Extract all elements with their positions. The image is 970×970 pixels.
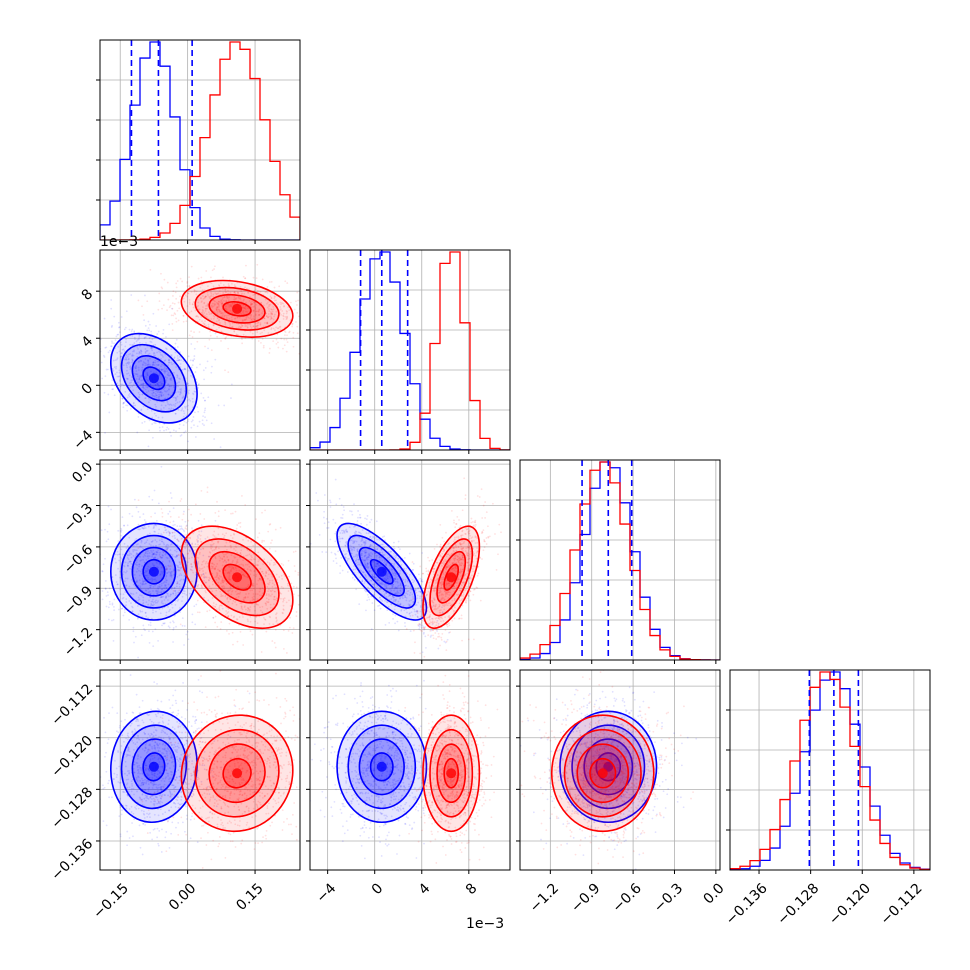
histogram-series-1 xyxy=(730,671,930,870)
x-tick-label: −0.112 xyxy=(878,880,926,928)
scatter-points-series-1 xyxy=(137,263,300,374)
x-tick-label: −0.15 xyxy=(90,880,132,922)
density-peak-series-0 xyxy=(148,373,159,384)
y-tick-label: −0.112 xyxy=(48,681,96,729)
x-tick-label: 0.15 xyxy=(233,880,266,913)
grid-lines xyxy=(310,670,510,870)
tick-marks xyxy=(306,289,470,454)
y-tick-label: −0.6 xyxy=(61,542,96,577)
panel-frame xyxy=(309,669,511,871)
panel-frame xyxy=(99,249,301,451)
panel-frame xyxy=(519,459,721,661)
grid-lines xyxy=(100,460,300,660)
x-tick-label: 0.00 xyxy=(166,880,199,913)
x-tick-label: −0.3 xyxy=(651,880,686,915)
x-tick-label: −0.136 xyxy=(723,880,771,928)
y-tick-label: 4 xyxy=(79,333,97,351)
density-peak-series-0 xyxy=(148,761,159,772)
panel-frame xyxy=(99,669,301,871)
grid-lines xyxy=(100,670,300,870)
y-tick-label: 0.0 xyxy=(69,459,96,486)
scatter-points-series-1 xyxy=(137,486,300,654)
x-tick-label: 0.0 xyxy=(701,880,728,907)
tick-marks xyxy=(726,709,915,874)
scatter-points-series-0 xyxy=(100,674,251,856)
y-tick-label: −0.9 xyxy=(61,583,96,618)
histogram-series-1 xyxy=(520,461,720,660)
panel-frame xyxy=(309,249,511,451)
grid-lines xyxy=(730,670,930,870)
x-tick-label: −0.6 xyxy=(609,880,644,915)
tick-marks xyxy=(96,463,256,664)
panel-frame xyxy=(309,459,511,661)
density-peak-series-0 xyxy=(148,566,159,577)
density-peak-series-0 xyxy=(376,566,387,577)
tick-marks xyxy=(306,463,470,664)
scatter-points-series-1 xyxy=(139,670,300,869)
tick-marks xyxy=(306,685,470,874)
x-offset-label: 1e−3 xyxy=(466,916,504,932)
scatter-points-series-0 xyxy=(100,465,238,659)
density-peak-series-1 xyxy=(232,572,243,583)
x-tick-label: −0.9 xyxy=(568,880,603,915)
density-peak-series-1 xyxy=(446,572,457,583)
y-offset-label: 1e−3 xyxy=(100,234,138,250)
x-tick-label: 4 xyxy=(416,880,434,898)
tick-marks xyxy=(96,290,256,454)
density-peak-series-0 xyxy=(376,761,387,772)
grid-lines xyxy=(520,670,720,870)
panel-frame xyxy=(99,459,301,661)
density-peak-series-1 xyxy=(597,768,608,779)
scatter-points-series-1 xyxy=(520,670,694,865)
tick-marks xyxy=(96,685,256,874)
y-tick-label: −0.3 xyxy=(61,500,96,535)
x-tick-label: −1.2 xyxy=(527,880,562,915)
grid-lines xyxy=(310,460,510,660)
y-tick-label: 0 xyxy=(79,380,97,398)
panel-frame xyxy=(729,669,931,871)
x-tick-label: −0.120 xyxy=(826,880,874,928)
density-peak-series-1 xyxy=(446,768,457,779)
x-tick-label: −0.128 xyxy=(774,880,822,928)
histogram-series-1 xyxy=(310,251,510,450)
histogram-series-0 xyxy=(730,671,930,870)
y-tick-label: −1.2 xyxy=(61,625,96,660)
y-tick-label: −0.120 xyxy=(48,733,96,781)
y-tick-label: −0.128 xyxy=(48,784,96,832)
panel-frame xyxy=(99,39,301,241)
x-tick-label: 0 xyxy=(369,880,387,898)
x-tick-label: 8 xyxy=(463,880,481,898)
tick-marks xyxy=(96,79,256,244)
x-tick-label: −4 xyxy=(313,880,339,906)
density-peak-series-1 xyxy=(232,768,243,779)
panel-frame xyxy=(519,669,721,871)
tick-marks xyxy=(516,499,717,664)
y-tick-label: −0.136 xyxy=(48,836,96,884)
density-peak-series-1 xyxy=(232,303,243,314)
y-tick-label: −4 xyxy=(70,427,96,453)
tick-marks xyxy=(516,685,717,874)
y-tick-label: 8 xyxy=(79,286,97,304)
